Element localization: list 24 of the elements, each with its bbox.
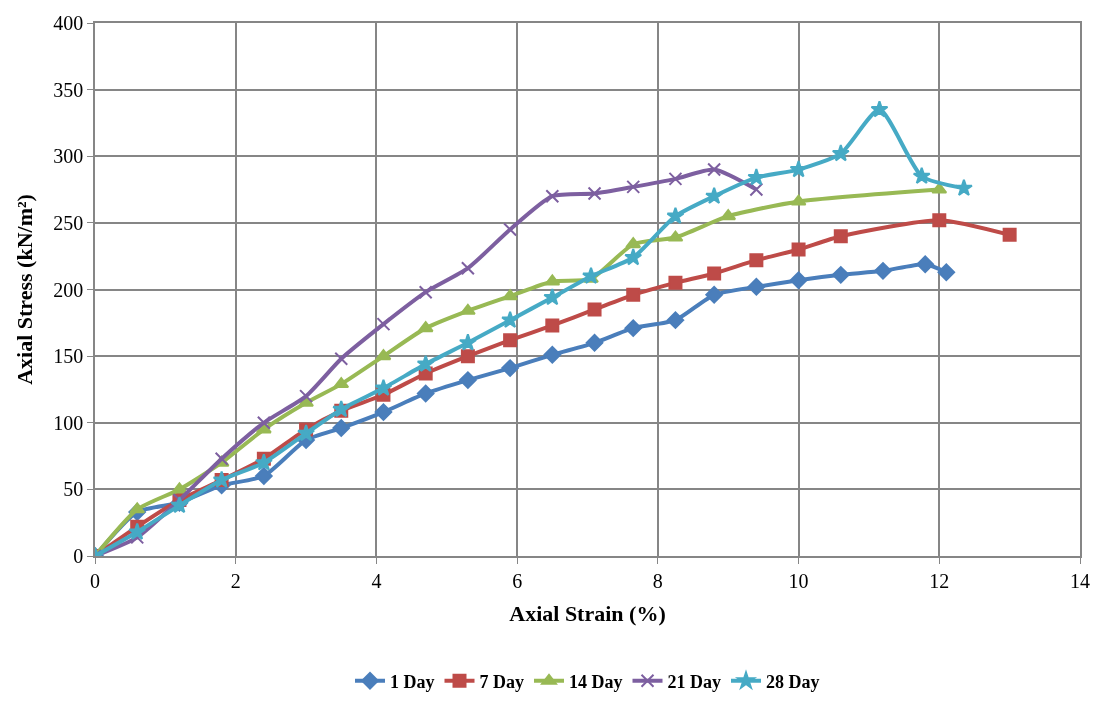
x-axis-title: Axial Strain (%) [509,601,666,627]
x-tick-label: 10 [788,569,809,592]
legend-label: 14 Day [569,671,623,692]
x-tick-label: 0 [90,569,100,592]
legend-label: 1 Day [390,671,435,692]
y-axis-title: Axial Stress (kN/m²) [11,194,37,385]
x-tick-label: 14 [1070,569,1090,592]
y-tick-label: 300 [53,145,84,168]
x-tick-label: 6 [512,569,523,592]
x-tick-label: 4 [371,569,382,592]
y-tick-label: 100 [53,411,84,434]
y-tick-label: 200 [53,278,84,301]
x-tick-label: 2 [230,569,241,592]
y-tick-label: 150 [53,345,84,368]
y-tick-label: 250 [53,211,84,234]
y-tick-label: 0 [73,545,84,567]
y-tick-label: 400 [53,12,84,34]
legend-label: 21 Day [667,671,721,692]
legend-label: 7 Day [479,671,524,692]
y-tick-label: 50 [63,478,84,501]
legend-label: 28 Day [766,671,820,692]
x-tick-label: 12 [929,569,950,592]
y-tick-label: 350 [53,78,84,101]
x-tick-label: 8 [652,569,663,592]
